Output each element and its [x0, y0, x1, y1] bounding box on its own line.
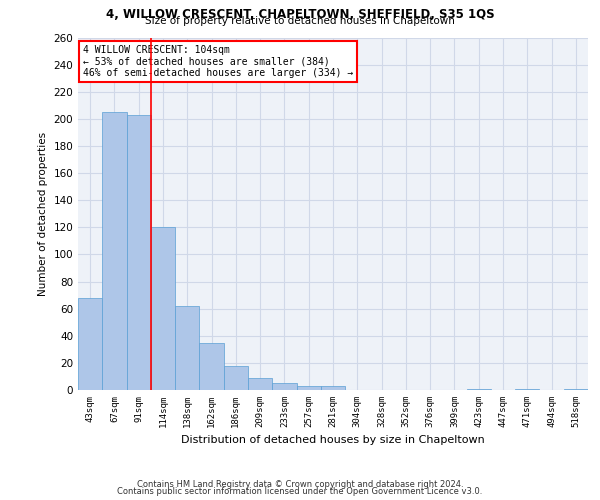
Bar — [175, 306, 199, 390]
Bar — [564, 388, 588, 390]
Bar — [78, 298, 102, 390]
Bar — [102, 112, 127, 390]
Bar — [248, 378, 272, 390]
Text: Size of property relative to detached houses in Chapeltown: Size of property relative to detached ho… — [145, 16, 455, 26]
Bar — [127, 115, 151, 390]
Bar — [272, 383, 296, 390]
Y-axis label: Number of detached properties: Number of detached properties — [38, 132, 48, 296]
X-axis label: Distribution of detached houses by size in Chapeltown: Distribution of detached houses by size … — [181, 436, 485, 446]
Bar — [199, 342, 224, 390]
Bar — [467, 388, 491, 390]
Text: Contains public sector information licensed under the Open Government Licence v3: Contains public sector information licen… — [118, 487, 482, 496]
Bar — [151, 228, 175, 390]
Text: Contains HM Land Registry data © Crown copyright and database right 2024.: Contains HM Land Registry data © Crown c… — [137, 480, 463, 489]
Bar — [224, 366, 248, 390]
Bar — [515, 388, 539, 390]
Text: 4, WILLOW CRESCENT, CHAPELTOWN, SHEFFIELD, S35 1QS: 4, WILLOW CRESCENT, CHAPELTOWN, SHEFFIEL… — [106, 8, 494, 20]
Text: 4 WILLOW CRESCENT: 104sqm
← 53% of detached houses are smaller (384)
46% of semi: 4 WILLOW CRESCENT: 104sqm ← 53% of detac… — [83, 44, 353, 78]
Bar — [296, 386, 321, 390]
Bar — [321, 386, 345, 390]
